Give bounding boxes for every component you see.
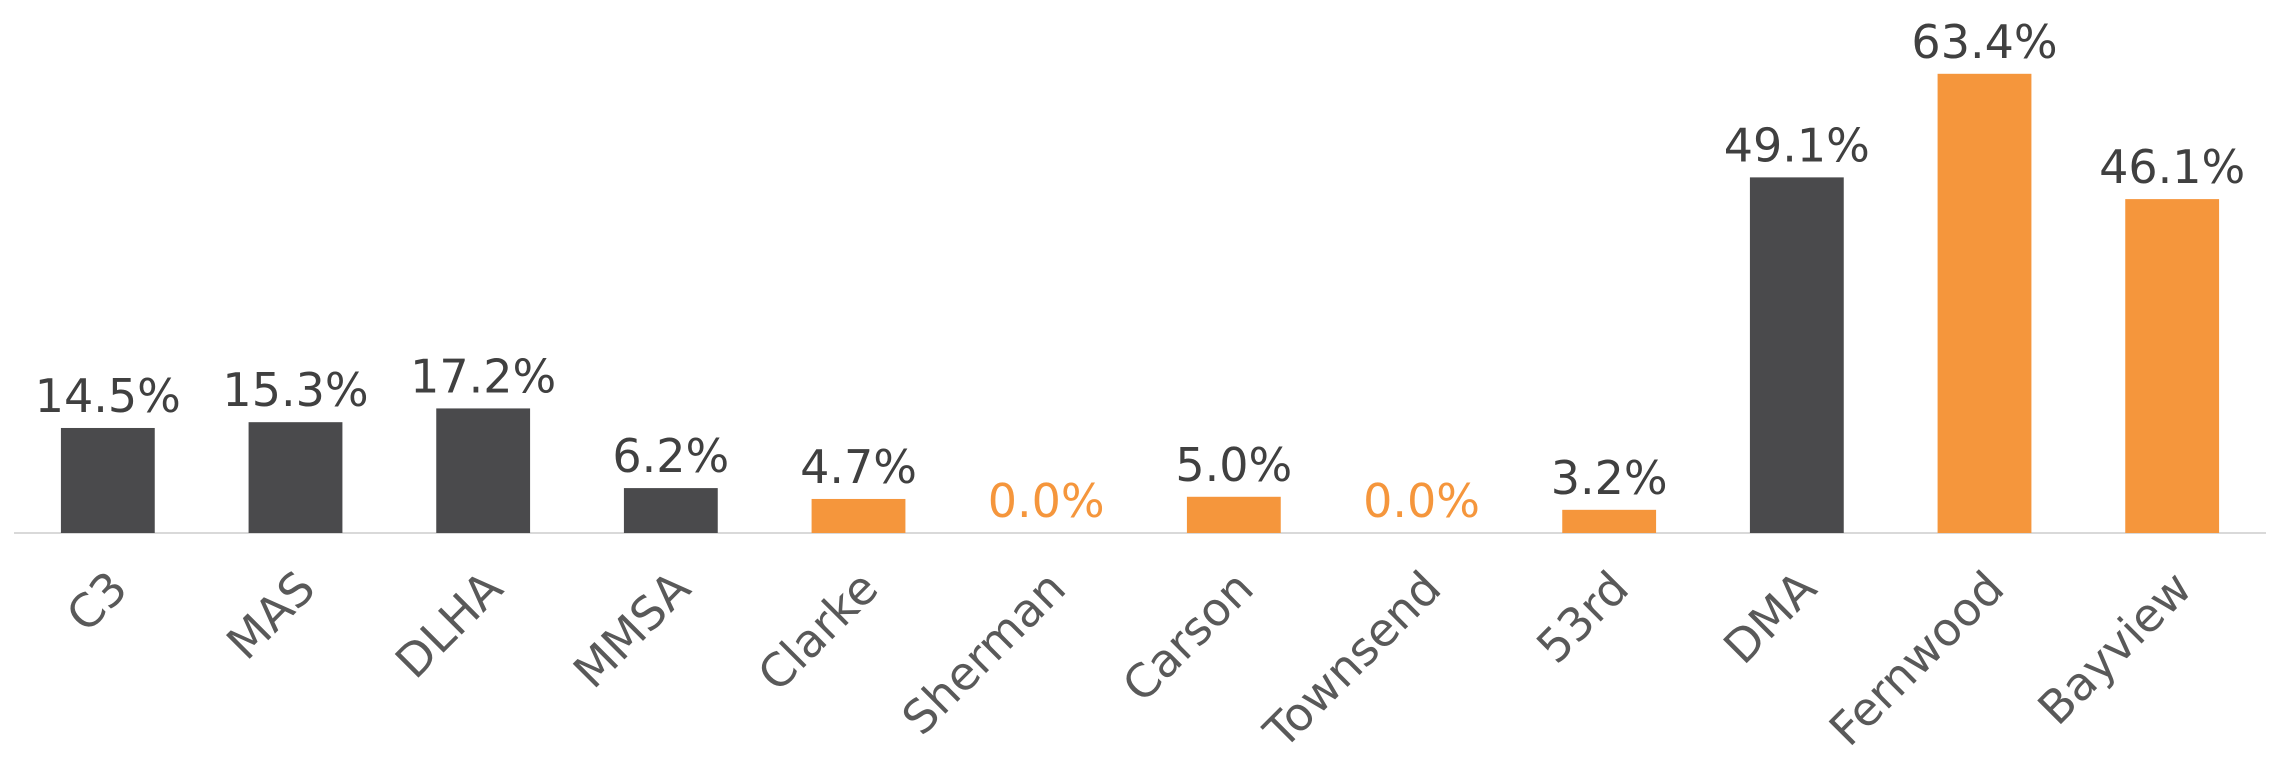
- x-tick-label: C3: [56, 561, 138, 643]
- x-tick-label: Townsend: [1253, 561, 1452, 760]
- value-label: 3.2%: [1551, 451, 1668, 505]
- x-tick-label: 53rd: [1526, 561, 1639, 674]
- value-label: 17.2%: [410, 349, 556, 403]
- bar: [811, 498, 906, 533]
- bar: [1937, 73, 2032, 533]
- value-label: 6.2%: [612, 429, 729, 483]
- value-label: 46.1%: [2099, 140, 2245, 194]
- bar: [1749, 177, 1844, 533]
- bar: [1562, 509, 1657, 533]
- value-label: 49.1%: [1724, 118, 1870, 172]
- bar: [623, 488, 718, 533]
- x-tick-label: Clarke: [747, 561, 888, 702]
- bar: [2125, 199, 2220, 533]
- bar: [436, 408, 531, 533]
- x-tick-label: Carson: [1112, 561, 1264, 713]
- value-label: 4.7%: [800, 440, 917, 494]
- bar: [60, 427, 155, 533]
- value-label: 63.4%: [1911, 15, 2057, 69]
- value-label: 14.5%: [35, 369, 181, 423]
- bar: [1186, 496, 1281, 533]
- x-tick-label: MMSA: [563, 560, 701, 698]
- value-label: 5.0%: [1175, 438, 1292, 492]
- value-label: 0.0%: [988, 474, 1105, 528]
- value-label: 15.3%: [222, 363, 368, 417]
- x-tick-label: Bayview: [2027, 561, 2202, 736]
- x-tick-label: DMA: [1713, 560, 1827, 674]
- bar: [248, 422, 343, 533]
- x-tick-label: MAS: [216, 561, 325, 670]
- x-tick-label: Fernwood: [1819, 561, 2015, 757]
- value-label: 0.0%: [1363, 474, 1480, 528]
- x-tick-label: Sherman: [891, 561, 1075, 745]
- x-tick-label: DLHA: [385, 560, 513, 688]
